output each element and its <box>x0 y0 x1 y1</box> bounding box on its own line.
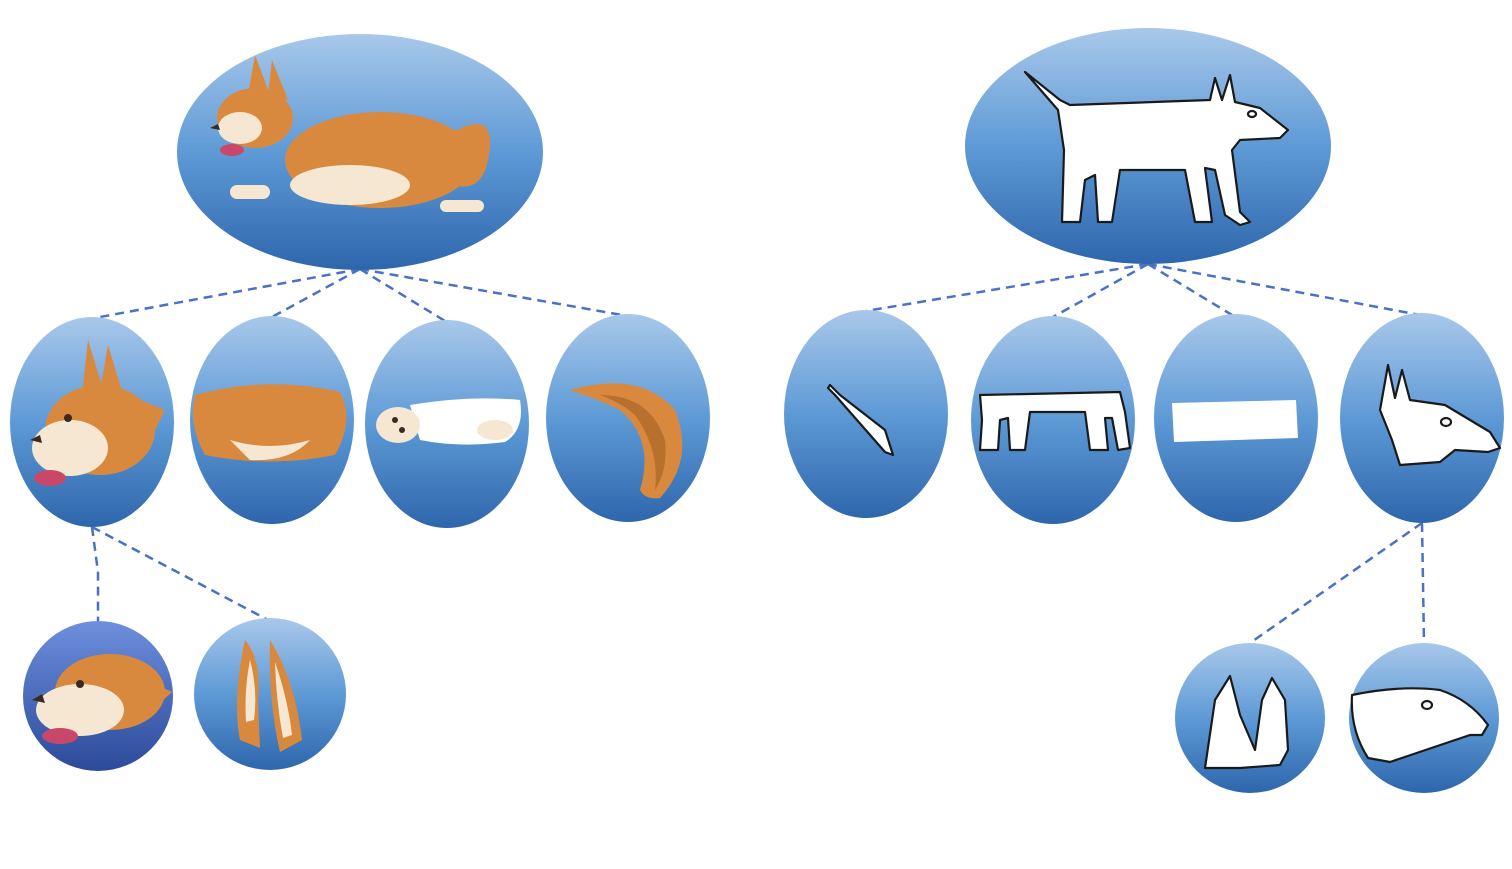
node-sketch-tail <box>784 310 948 518</box>
sketch-ears-icon <box>1203 674 1290 770</box>
sketch-tail-icon <box>826 383 895 457</box>
edge-photo-root-legs <box>359 267 446 323</box>
edge-sketch-head-face <box>1420 522 1426 644</box>
edge-sketch-root-tail <box>865 262 1149 313</box>
node-sketch-body <box>1154 314 1318 522</box>
node-photo-ear <box>194 618 346 770</box>
edge-photo-root-body <box>271 267 361 319</box>
edge-photo-head-ear <box>91 525 271 623</box>
corgi-tail-icon <box>570 383 683 499</box>
edge-sketch-root-body <box>1147 262 1233 317</box>
node-photo-body <box>190 316 354 524</box>
corgi-body-icon <box>192 384 347 462</box>
node-sketch-head <box>1340 313 1504 523</box>
node-sketch-legs <box>971 316 1135 524</box>
dog-sketch-icon <box>1023 70 1290 227</box>
node-photo-head <box>10 317 174 527</box>
node-sketch-root <box>965 28 1331 264</box>
corgi-photo-icon <box>210 55 490 212</box>
corgi-ear-icon <box>236 640 302 752</box>
edge-photo-head-face <box>90 526 100 621</box>
node-sketch-face <box>1349 643 1499 793</box>
node-photo-root <box>177 34 543 270</box>
edge-sketch-root-head <box>1147 262 1421 317</box>
node-photo-tail <box>546 314 710 522</box>
corgi-legs-icon <box>376 398 521 445</box>
sketch-face-icon <box>1350 687 1490 764</box>
edge-sketch-head-ears <box>1249 521 1423 645</box>
node-photo-legs <box>365 320 529 528</box>
sketch-body-icon <box>1172 400 1298 442</box>
edge-photo-root-head <box>99 267 361 319</box>
node-photo-face <box>23 621 173 771</box>
sketch-head-icon <box>1378 363 1502 467</box>
edge-sketch-root-legs <box>1052 262 1149 319</box>
node-sketch-ears <box>1175 643 1325 793</box>
corgi-head-icon <box>30 340 165 486</box>
connector-lines <box>90 262 1426 645</box>
corgi-face-icon <box>32 654 172 744</box>
sketch-legs-icon <box>978 390 1132 452</box>
